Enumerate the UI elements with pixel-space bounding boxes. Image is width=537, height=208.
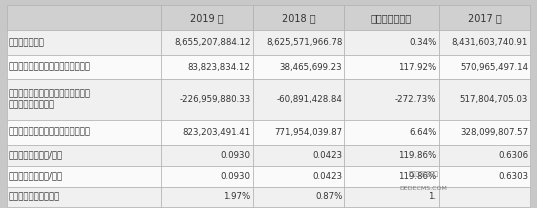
Bar: [161, 166, 253, 187]
Bar: [439, 55, 530, 79]
Text: 117.92%: 117.92%: [398, 63, 437, 72]
Text: 570,965,497.14: 570,965,497.14: [460, 63, 528, 72]
Bar: [344, 187, 439, 207]
Bar: [161, 30, 253, 55]
Bar: [439, 187, 530, 207]
Text: -60,891,428.84: -60,891,428.84: [277, 95, 342, 104]
Text: 归属于上市公司股东的扣除非经常性
损益的净利润（元）: 归属于上市公司股东的扣除非经常性 损益的净利润（元）: [9, 90, 91, 110]
Bar: [7, 55, 161, 79]
Text: 0.6303: 0.6303: [498, 172, 528, 181]
Bar: [7, 79, 161, 120]
Text: 0.0930: 0.0930: [221, 151, 251, 160]
Bar: [344, 120, 439, 145]
Text: 0.0423: 0.0423: [312, 172, 342, 181]
Text: 稀释每股收益（元/股）: 稀释每股收益（元/股）: [9, 172, 63, 181]
Bar: [253, 55, 344, 79]
Bar: [253, 166, 344, 187]
Text: 加权平均净资产收益率: 加权平均净资产收益率: [9, 192, 60, 202]
Text: -272.73%: -272.73%: [395, 95, 437, 104]
Bar: [7, 166, 161, 187]
Bar: [161, 120, 253, 145]
Bar: [439, 120, 530, 145]
Bar: [253, 145, 344, 166]
Text: 8,431,603,740.91: 8,431,603,740.91: [452, 38, 528, 47]
Bar: [7, 30, 161, 55]
Text: 8,655,207,884.12: 8,655,207,884.12: [174, 38, 251, 47]
Text: 0.6306: 0.6306: [498, 151, 528, 160]
Bar: [7, 120, 161, 145]
Text: 823,203,491.41: 823,203,491.41: [183, 128, 251, 137]
Bar: [439, 166, 530, 187]
Bar: [253, 120, 344, 145]
Bar: [344, 55, 439, 79]
Bar: [344, 5, 439, 30]
Bar: [161, 79, 253, 120]
Bar: [253, 5, 344, 30]
Bar: [161, 5, 253, 30]
Bar: [7, 187, 161, 207]
Text: 维梦内容管理系统: 维梦内容管理系统: [409, 172, 438, 177]
Text: 119.86%: 119.86%: [398, 151, 437, 160]
Text: 基本每股收益（元/股）: 基本每股收益（元/股）: [9, 151, 63, 160]
Bar: [161, 187, 253, 207]
Bar: [344, 145, 439, 166]
Text: 0.0423: 0.0423: [312, 151, 342, 160]
Text: 771,954,039.87: 771,954,039.87: [274, 128, 342, 137]
Text: 归属于上市公司股东的净利润（元）: 归属于上市公司股东的净利润（元）: [9, 63, 91, 72]
Bar: [344, 79, 439, 120]
Text: 本年比上年增减: 本年比上年增减: [371, 13, 412, 23]
Text: -226,959,880.33: -226,959,880.33: [179, 95, 251, 104]
Text: 328,099,807.57: 328,099,807.57: [460, 128, 528, 137]
Text: 119.86%: 119.86%: [398, 172, 437, 181]
Text: 83,823,834.12: 83,823,834.12: [188, 63, 251, 72]
Text: 0.0930: 0.0930: [221, 172, 251, 181]
Bar: [439, 79, 530, 120]
Text: 0.87%: 0.87%: [315, 192, 342, 202]
Text: 6.64%: 6.64%: [409, 128, 437, 137]
Bar: [161, 55, 253, 79]
Bar: [344, 166, 439, 187]
Text: 0.34%: 0.34%: [409, 38, 437, 47]
Text: 1.: 1.: [429, 192, 437, 202]
Text: 38,465,699.23: 38,465,699.23: [280, 63, 342, 72]
Bar: [253, 30, 344, 55]
Bar: [439, 30, 530, 55]
Bar: [253, 187, 344, 207]
Bar: [344, 30, 439, 55]
Text: 营业收入（元）: 营业收入（元）: [9, 38, 45, 47]
Text: 1.97%: 1.97%: [223, 192, 251, 202]
Text: DEDECMS.COM: DEDECMS.COM: [400, 186, 447, 191]
Bar: [439, 5, 530, 30]
Bar: [161, 145, 253, 166]
Bar: [7, 145, 161, 166]
Text: 经营活动产生的现金流量净额（元）: 经营活动产生的现金流量净额（元）: [9, 128, 91, 137]
Bar: [253, 79, 344, 120]
Bar: [7, 5, 161, 30]
Text: 2017 年: 2017 年: [468, 13, 502, 23]
Text: 2018 年: 2018 年: [282, 13, 315, 23]
Bar: [439, 145, 530, 166]
Text: 517,804,705.03: 517,804,705.03: [460, 95, 528, 104]
Text: 2019 年: 2019 年: [190, 13, 224, 23]
Text: 8,625,571,966.78: 8,625,571,966.78: [266, 38, 342, 47]
